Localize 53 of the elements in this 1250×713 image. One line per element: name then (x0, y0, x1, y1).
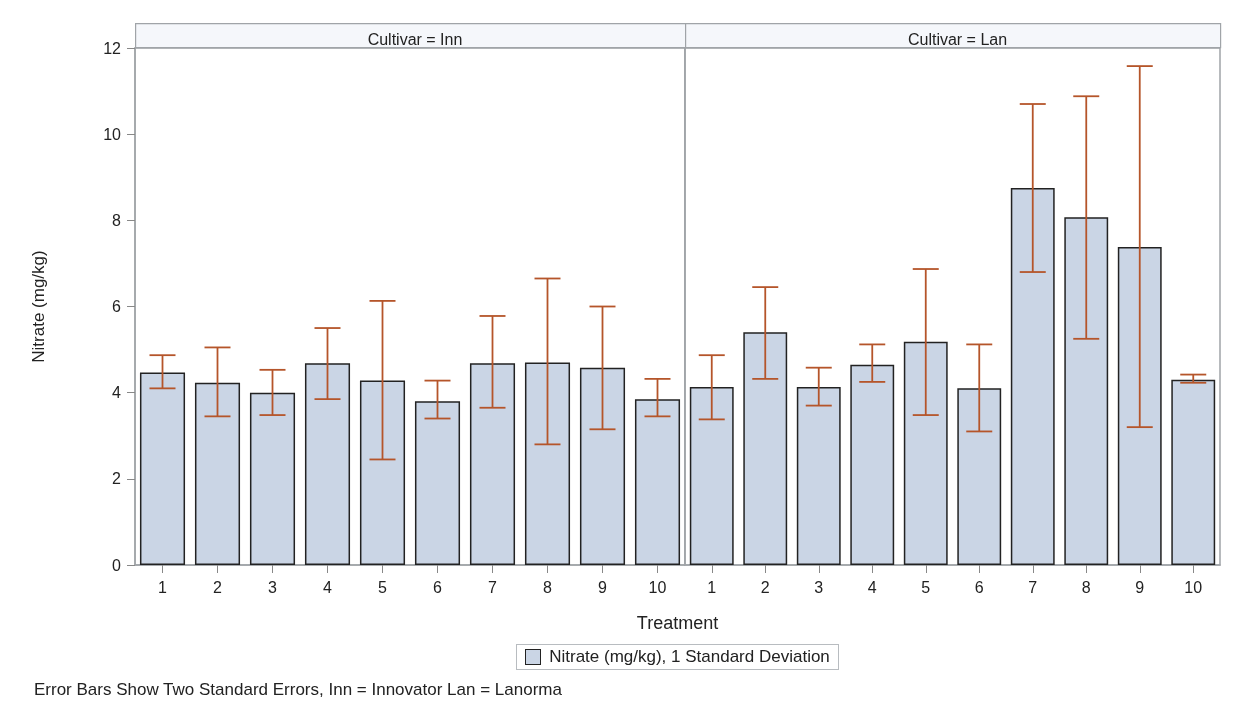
y-tick-label: 2 (112, 470, 122, 488)
y-tick-label: 0 (112, 556, 122, 574)
x-tick-label: 9 (1135, 578, 1145, 596)
bar (579, 367, 626, 565)
x-tick-label: 5 (378, 578, 388, 596)
bar (469, 363, 516, 565)
chart-title: Cultivar = Lan (907, 30, 1008, 48)
x-tick-label: 5 (921, 578, 931, 596)
x-tick-label: 3 (268, 578, 278, 596)
x-axis-title: Treatment (635, 613, 720, 634)
legend-label: Nitrate (mg/kg), 1 Standard Deviation (516, 644, 839, 670)
x-tick-label: 6 (974, 578, 984, 596)
x-tick-label: 2 (760, 578, 770, 596)
x-tick-label: 7 (488, 578, 498, 596)
bar (1117, 247, 1162, 565)
chart-title: Cultivar = Inn (367, 30, 463, 48)
x-tick-label: 10 (648, 578, 667, 596)
bar (359, 380, 406, 565)
bar (1010, 188, 1055, 565)
x-tick-label: 8 (1081, 578, 1091, 596)
bar (194, 382, 241, 565)
bar (957, 388, 1002, 565)
x-tick-label: 8 (543, 578, 553, 596)
y-tick-label: 6 (112, 298, 122, 315)
y-tick-label: 12 (103, 39, 122, 57)
bar (743, 332, 788, 565)
x-tick-label: 4 (867, 578, 877, 596)
x-tick-label: 2 (213, 578, 223, 596)
bar (139, 372, 186, 565)
bar (903, 341, 948, 565)
bar (796, 387, 841, 565)
y-tick-label: 8 (112, 211, 122, 229)
x-tick-label: 1 (707, 578, 717, 596)
bar (1064, 217, 1109, 565)
bar (1171, 379, 1216, 565)
text: Error Bars Show Two Standard Errors, Inn = Innovator Lan = Lanorma (34, 680, 562, 700)
x-tick-label: 4 (323, 578, 333, 596)
bar (249, 392, 296, 565)
x-tick-label: 1 (158, 578, 168, 596)
bar (414, 401, 461, 565)
bar (850, 364, 895, 565)
x-tick-label: 10 (1184, 578, 1203, 596)
y-axis-title: Nitrate (mg/kg) (29, 250, 48, 363)
x-tick-label: 3 (814, 578, 824, 596)
y-tick-label: 10 (103, 125, 122, 143)
bar (634, 399, 681, 565)
y-tick-label: 4 (112, 384, 122, 402)
x-tick-label: 9 (598, 578, 608, 596)
bar (304, 363, 351, 565)
x-tick-label: 7 (1028, 578, 1038, 596)
bar (689, 387, 734, 565)
x-tick-label: 6 (433, 578, 443, 596)
bar (524, 362, 571, 565)
